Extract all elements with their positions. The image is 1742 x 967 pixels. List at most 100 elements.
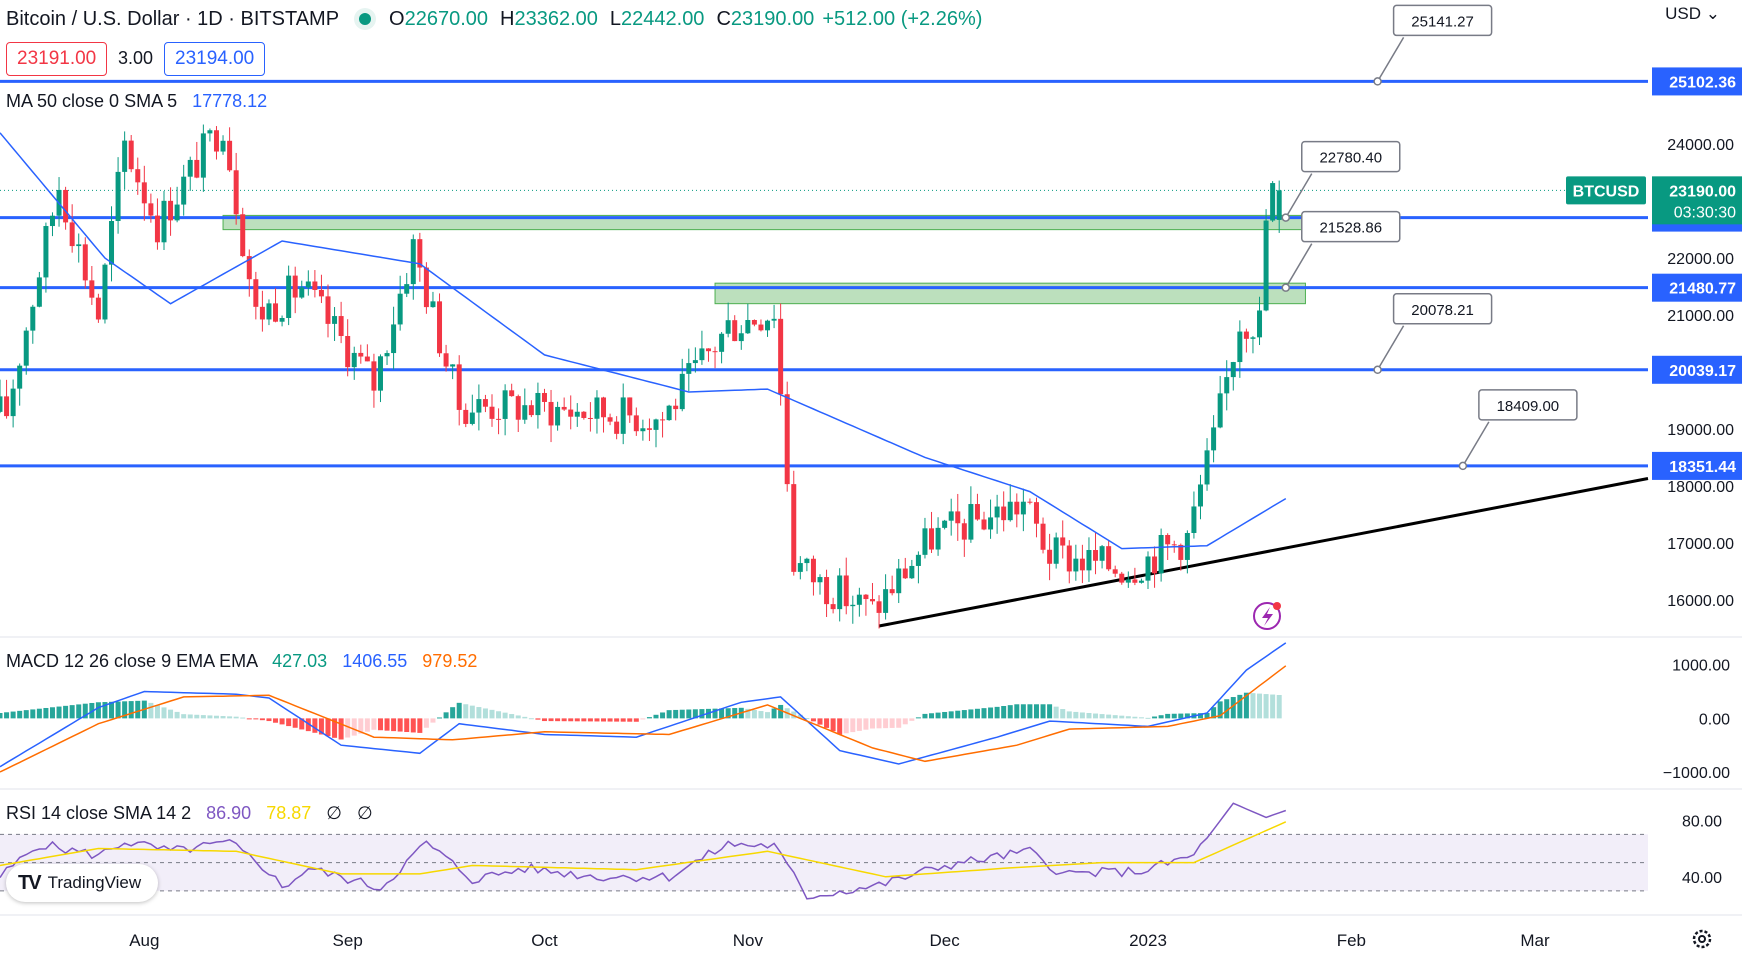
candle-body (1112, 569, 1118, 574)
candle-body (745, 320, 751, 334)
candle-body (1033, 502, 1039, 524)
currency-label: USD (1665, 4, 1702, 23)
candle-body (1224, 377, 1230, 394)
callout-box (1301, 140, 1401, 173)
price-callouts: 25141.27 22780.40 21528.86 20078.21 18409.00 (1281, 4, 1578, 471)
macd-hist-bar (528, 718, 534, 720)
candle-body (181, 176, 187, 205)
candle-body (1270, 183, 1276, 221)
callout-anchor (1281, 283, 1291, 292)
macd-hist-bar (1184, 713, 1190, 719)
macd-hist-bar (220, 716, 226, 719)
macd-hist-bar (1152, 716, 1158, 719)
macd-indicator-legend[interactable]: MACD 12 26 close 9 EMA EMA 427.03 1406.5… (6, 651, 477, 672)
macd-hist-bar (673, 709, 679, 719)
candle-body (1007, 501, 1013, 521)
macd-hist-bar (410, 718, 416, 733)
macd-hist-bar (692, 709, 698, 719)
candle-body (384, 353, 390, 357)
macd-hist-bar (437, 717, 443, 719)
candle-body (712, 351, 718, 353)
macd-hist-bar (49, 707, 55, 719)
macd-hist-bar (430, 718, 436, 723)
alert-lightning-icon[interactable] (1253, 602, 1281, 630)
macd-hist-bar (135, 700, 141, 719)
macd-signal-value: 979.52 (422, 651, 478, 671)
macd-hist-bar (561, 718, 567, 722)
candle-body (791, 484, 797, 572)
candle-body (673, 405, 679, 410)
macd-hist-bar (758, 711, 764, 719)
candle-body (968, 504, 974, 540)
candle-body (961, 523, 967, 540)
macd-hist-bar (856, 718, 862, 731)
candle-body (312, 281, 318, 290)
macd-hist-bar (522, 716, 528, 719)
macd-hist-bar (364, 718, 370, 732)
macd-hist-bar (489, 709, 495, 719)
macd-hist-bar (1047, 704, 1053, 719)
ma-indicator-legend[interactable]: MA 50 close 0 SMA 5 17778.12 (6, 91, 267, 112)
macd-hist-bar (194, 714, 200, 719)
macd-hist-bar (1171, 713, 1177, 719)
market-status-dot-icon[interactable] (359, 13, 372, 25)
macd-hist-bar (1079, 712, 1085, 719)
rsi-indicator-legend[interactable]: RSI 14 close SMA 14 2 86.90 78.87 ∅ ∅ (6, 803, 373, 824)
candle-body (109, 221, 115, 265)
settings-gear-icon[interactable] (1692, 929, 1712, 949)
callout-text: 22780.40 (1319, 150, 1382, 167)
candle-body (456, 364, 462, 410)
macd-hist-bar (922, 713, 928, 719)
callout-text: 20078.21 (1411, 302, 1474, 319)
candle-body (476, 399, 482, 413)
candle-body (955, 511, 961, 524)
macd-hist-bar (240, 717, 246, 719)
rsi-line (0, 802, 1287, 900)
tradingview-logo[interactable]: TV TradingView (6, 864, 158, 902)
candle-body (410, 239, 416, 285)
candle-body (89, 280, 95, 298)
macd-hist-bar (581, 718, 587, 722)
macd-hist-bar (279, 718, 285, 725)
currency-selector[interactable]: USD ⌄ (1665, 4, 1720, 24)
macd-hist-bar (850, 718, 856, 733)
candle-body (318, 289, 324, 297)
callout-anchor (1281, 213, 1291, 222)
macd-hist-bar (358, 718, 364, 734)
candle-body (377, 356, 383, 391)
candle-body (299, 287, 305, 298)
macd-hist-bar (1224, 699, 1230, 719)
macd-hist-bar (1093, 713, 1099, 719)
macd-hist-bar (1217, 701, 1223, 719)
macd-hist-bar (102, 702, 108, 719)
macd-hist-bar (751, 709, 757, 719)
macd-hist-bar (1125, 716, 1131, 719)
candle-body (135, 169, 141, 183)
ma50-line (0, 132, 1287, 550)
tradingview-logo-text: TradingView (47, 873, 142, 892)
level-axis-label-bg (1652, 355, 1742, 384)
level-axis-label: 18351.44 (1669, 459, 1736, 476)
candle-body (719, 333, 725, 352)
candle-body (1243, 331, 1249, 339)
candle-body (1119, 573, 1125, 583)
macd-hist-bar (640, 718, 646, 720)
gear-hub (1698, 935, 1706, 943)
candle-body (1014, 501, 1020, 515)
callout-box (1392, 293, 1493, 325)
level-axis-label-bg (1652, 451, 1742, 480)
candle-body (371, 361, 377, 391)
symbol-title[interactable]: Bitcoin / U.S. Dollar · 1D · BITSTAMP (6, 7, 340, 30)
buy-price-button[interactable]: 23194.00 (164, 42, 266, 76)
symbol-tag-bg (1566, 176, 1646, 205)
macd-hist-bar (299, 718, 305, 730)
sell-price-button[interactable]: 23191.00 (6, 42, 108, 76)
close-key: C (716, 7, 731, 30)
macd-hist-bar (450, 707, 456, 719)
macd-hist-bar (187, 714, 193, 719)
candle-body (17, 365, 23, 389)
level-axis-label: 25102.36 (1669, 74, 1736, 91)
callout-leader (1285, 173, 1313, 218)
